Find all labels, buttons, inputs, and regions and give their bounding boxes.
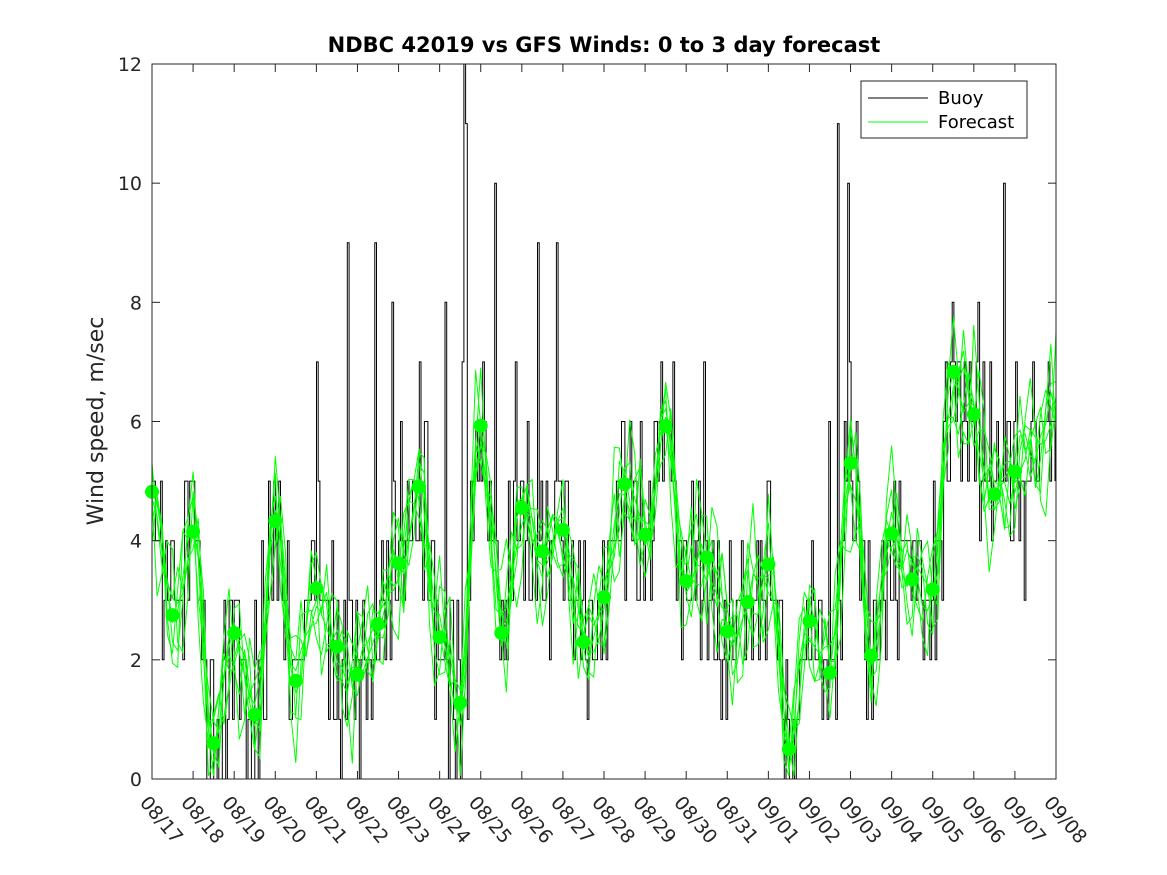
x-tick-label: 08/29 bbox=[628, 792, 680, 848]
x-tick-label: 09/03 bbox=[834, 792, 886, 848]
forecast-marker bbox=[473, 418, 488, 433]
forecast-marker bbox=[679, 574, 694, 589]
forecast-marker bbox=[412, 480, 427, 494]
forecast-marker bbox=[802, 614, 817, 629]
forecast-markers bbox=[145, 365, 1022, 757]
x-tick-label: 08/23 bbox=[382, 792, 434, 848]
y-tick-label: 8 bbox=[130, 292, 142, 314]
x-tick-label: 09/06 bbox=[957, 792, 1009, 848]
x-tick-label: 09/08 bbox=[1039, 792, 1091, 848]
forecast-marker bbox=[350, 667, 365, 682]
forecast-marker bbox=[740, 595, 755, 609]
forecast-marker bbox=[268, 514, 283, 528]
x-tick-label: 08/28 bbox=[587, 792, 639, 848]
forecast-marker bbox=[699, 550, 714, 565]
forecast-marker bbox=[638, 527, 653, 542]
x-tick-label: 09/04 bbox=[875, 792, 927, 848]
x-tick-label: 08/24 bbox=[423, 792, 475, 848]
forecast-marker bbox=[288, 673, 303, 688]
forecast-marker bbox=[535, 544, 550, 559]
forecast-marker bbox=[823, 665, 837, 680]
forecast-marker bbox=[884, 526, 899, 541]
x-tick-label: 09/07 bbox=[998, 792, 1050, 848]
forecast-marker bbox=[946, 365, 961, 379]
forecast-marker bbox=[453, 695, 468, 710]
y-tick-label: 6 bbox=[130, 412, 142, 434]
y-axis-label: Wind speed, m/sec bbox=[84, 317, 109, 526]
x-tick-label: 09/05 bbox=[916, 792, 968, 848]
forecast-marker bbox=[720, 624, 735, 639]
forecast-member-line bbox=[151, 316, 1057, 768]
y-tick-label: 0 bbox=[130, 769, 142, 791]
x-tick-label: 08/19 bbox=[217, 792, 269, 848]
forecast-marker bbox=[925, 582, 940, 597]
forecast-marker bbox=[966, 407, 981, 422]
x-tick-label: 08/22 bbox=[341, 792, 393, 848]
forecast-marker bbox=[597, 590, 611, 605]
x-tick-label: 09/02 bbox=[793, 792, 845, 848]
forecast-marker bbox=[494, 626, 509, 640]
forecast-marker bbox=[617, 477, 632, 492]
y-tick-label: 2 bbox=[130, 650, 142, 672]
forecast-marker bbox=[329, 639, 344, 654]
legend-forecast-label: Forecast bbox=[938, 112, 1014, 133]
forecast-marker bbox=[843, 456, 858, 471]
forecast-marker bbox=[1007, 464, 1022, 479]
legend-box bbox=[860, 80, 1028, 139]
y-tick-label: 12 bbox=[118, 54, 142, 76]
x-tick-label: 08/30 bbox=[669, 792, 721, 848]
forecast-marker bbox=[987, 487, 1002, 502]
x-tick-label: 08/18 bbox=[176, 792, 228, 848]
forecast-marker bbox=[186, 524, 201, 539]
x-tick-label: 08/21 bbox=[300, 792, 352, 848]
forecast-marker bbox=[761, 557, 776, 572]
forecast-marker bbox=[905, 572, 920, 587]
x-tick-label: 09/01 bbox=[752, 792, 804, 848]
x-tick-label: 08/17 bbox=[135, 792, 187, 848]
chart-title: NDBC 42019 vs GFS Winds: 0 to 3 day fore… bbox=[328, 33, 881, 57]
forecast-series bbox=[151, 316, 1057, 777]
forecast-marker bbox=[514, 500, 529, 515]
y-tick-label: 4 bbox=[130, 531, 142, 553]
forecast-marker bbox=[247, 707, 262, 722]
y-axis: 0 2 4 6 8 10 12 bbox=[118, 54, 1056, 791]
forecast-marker bbox=[576, 635, 591, 649]
plot-area bbox=[152, 64, 1056, 779]
x-tick-label: 08/26 bbox=[505, 792, 557, 848]
forecast-marker bbox=[864, 648, 879, 663]
forecast-marker bbox=[555, 522, 570, 537]
forecast-member-line bbox=[151, 325, 1057, 777]
x-tick-label: 08/25 bbox=[464, 792, 516, 848]
forecast-member-line bbox=[151, 350, 1057, 751]
forecast-marker bbox=[206, 736, 221, 751]
legend: Buoy Forecast bbox=[860, 80, 1028, 139]
forecast-marker bbox=[309, 581, 324, 596]
forecast-marker bbox=[227, 626, 242, 640]
forecast-member-line bbox=[151, 330, 1057, 777]
x-tick-label: 08/31 bbox=[710, 792, 762, 848]
x-tick-label: 08/27 bbox=[546, 792, 598, 848]
forecast-marker bbox=[432, 630, 447, 645]
forecast-marker bbox=[781, 742, 796, 757]
forecast-marker bbox=[165, 608, 180, 623]
x-tick-label: 08/20 bbox=[258, 792, 310, 848]
y-tick-label: 10 bbox=[118, 173, 142, 195]
legend-buoy-label: Buoy bbox=[938, 88, 984, 109]
forecast-marker bbox=[658, 419, 673, 434]
forecast-marker bbox=[391, 556, 406, 571]
forecast-marker bbox=[371, 617, 385, 632]
